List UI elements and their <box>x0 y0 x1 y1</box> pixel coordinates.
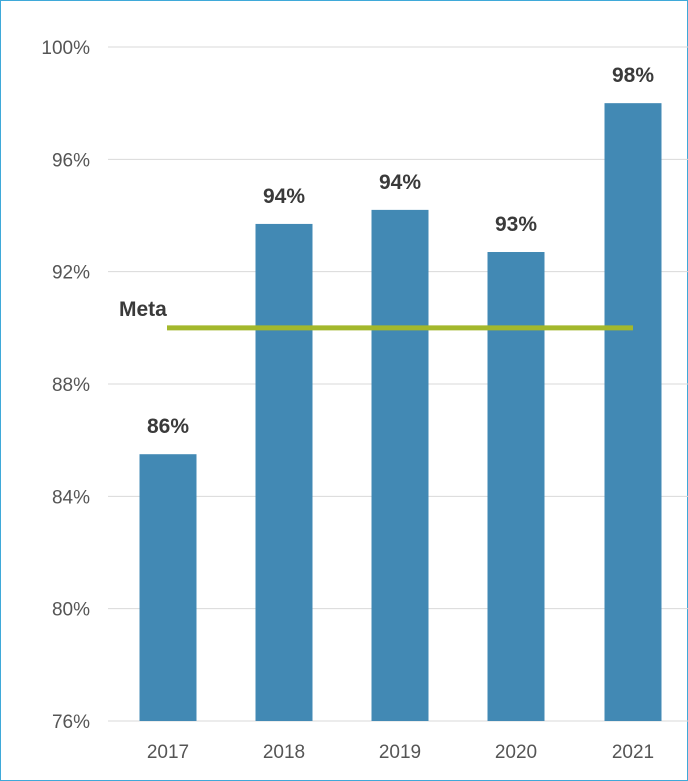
data-label: 94% <box>379 171 421 194</box>
x-tick-label: 2018 <box>263 742 305 763</box>
meta-reference: Meta <box>119 298 633 331</box>
y-tick-label: 96% <box>52 150 90 171</box>
y-tick-label: 80% <box>52 600 90 621</box>
meta-label: Meta <box>119 298 167 321</box>
x-tick-label: 2019 <box>379 742 421 763</box>
y-axis-ticks: 76% 80% 84% 88% 92% 96% 100% <box>41 38 90 733</box>
y-tick-label: 92% <box>52 263 90 284</box>
x-axis-ticks: 2017 2018 2019 2020 2021 <box>147 742 654 763</box>
gridlines <box>108 46 688 722</box>
x-tick-label: 2020 <box>495 742 537 763</box>
data-label: 94% <box>263 185 305 208</box>
data-label: 93% <box>495 213 537 236</box>
bars <box>139 103 662 722</box>
data-labels: 86% 94% 94% 93% 98% <box>147 64 654 438</box>
bar <box>487 252 545 721</box>
y-tick-label: 84% <box>52 487 90 508</box>
y-tick-label: 88% <box>52 375 90 396</box>
x-tick-label: 2017 <box>147 742 189 763</box>
y-tick-label: 100% <box>41 38 90 59</box>
y-tick-label: 76% <box>52 712 90 733</box>
bar <box>604 103 662 721</box>
bar <box>139 454 197 721</box>
data-label: 86% <box>147 415 189 438</box>
bar <box>255 223 313 722</box>
data-label: 98% <box>612 64 654 87</box>
x-tick-label: 2021 <box>612 742 654 763</box>
bar <box>371 209 429 721</box>
